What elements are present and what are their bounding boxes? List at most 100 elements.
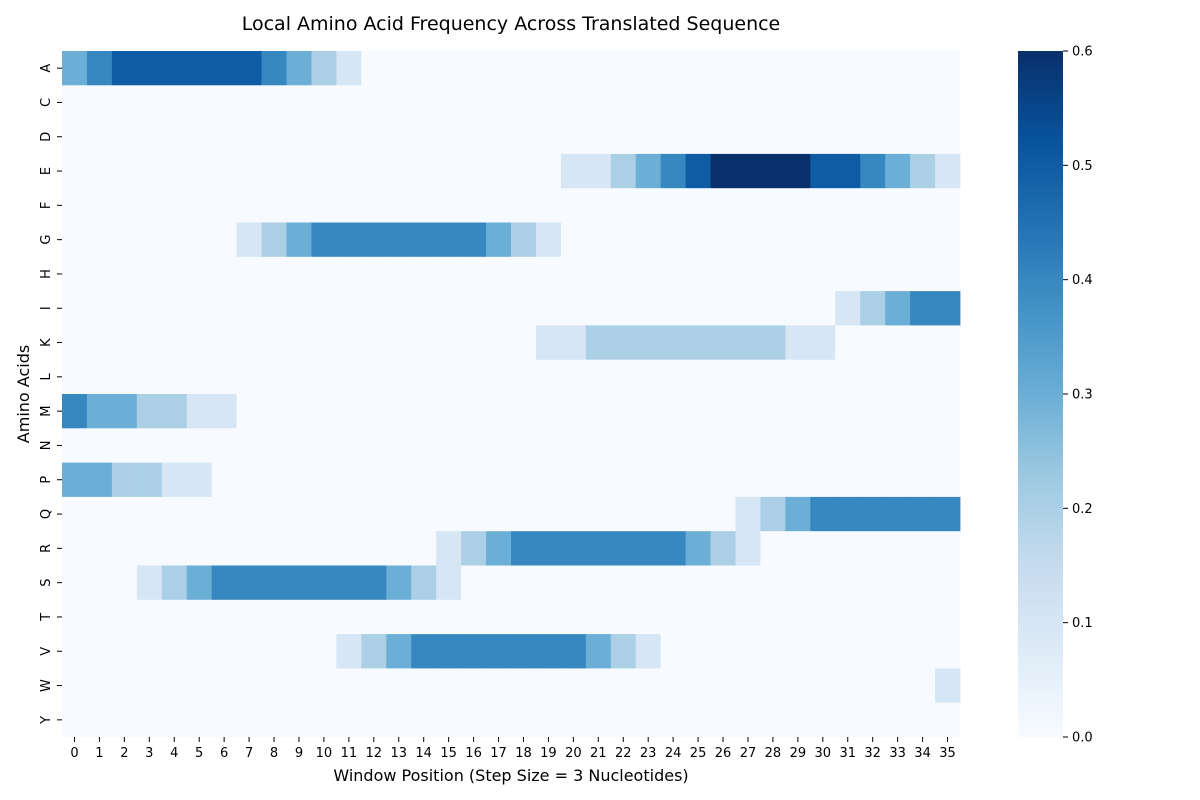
heatmap-cell-W-0 [62, 668, 88, 704]
heatmap-cell-S-12 [361, 565, 387, 601]
heatmap-cell-Q-3 [136, 496, 163, 532]
heatmap-cell-K-7 [236, 325, 262, 361]
heatmap-cell-H-13 [386, 256, 412, 292]
heatmap-cell-L-34 [910, 359, 936, 395]
heatmap-cell-N-4 [161, 428, 188, 463]
heatmap-cell-K-15 [436, 325, 462, 361]
x-tick-label: 25 [690, 746, 707, 761]
heatmap-cell-N-31 [835, 428, 861, 463]
heatmap-cell-D-25 [685, 119, 711, 155]
heatmap-cell-K-10 [311, 325, 337, 361]
heatmap-cell-K-0 [62, 325, 88, 361]
heatmap-cell-V-21 [585, 634, 612, 669]
heatmap-cell-W-14 [411, 668, 437, 704]
heatmap-cell-F-30 [810, 188, 836, 223]
heatmap-cell-R-29 [785, 531, 811, 566]
heatmap-cell-W-34 [910, 668, 936, 704]
heatmap-cell-R-16 [461, 531, 487, 566]
heatmap-cell-I-26 [710, 291, 736, 326]
heatmap-cell-S-30 [810, 565, 836, 601]
heatmap-cell-V-13 [386, 634, 412, 669]
y-tick-label: E [39, 167, 54, 175]
heatmap-cell-D-19 [535, 119, 562, 155]
y-tick-label: R [39, 544, 54, 553]
heatmap-cell-F-1 [86, 188, 113, 223]
y-tick-label: D [39, 132, 54, 142]
heatmap-cell-P-33 [885, 462, 911, 498]
heatmap-cell-V-17 [486, 634, 512, 669]
x-tick-label: 9 [295, 746, 303, 761]
heatmap-cell-E-32 [860, 153, 886, 189]
heatmap-cell-C-23 [635, 85, 662, 120]
heatmap-cell-E-24 [660, 153, 687, 189]
x-tick-label: 15 [440, 746, 457, 761]
heatmap-cell-P-10 [311, 462, 337, 498]
heatmap-cell-L-0 [62, 359, 88, 395]
heatmap-cell-N-16 [461, 428, 487, 463]
heatmap-cell-L-33 [885, 359, 911, 395]
heatmap-cell-Q-26 [710, 496, 736, 532]
heatmap-cell-Y-19 [535, 702, 562, 738]
heatmap-cell-G-33 [885, 222, 911, 258]
heatmap-cell-T-17 [486, 599, 512, 635]
heatmap-cell-Y-28 [760, 702, 786, 738]
heatmap-cell-F-16 [461, 188, 487, 223]
heatmap-cell-N-15 [436, 428, 462, 463]
heatmap-cell-W-25 [685, 668, 711, 704]
heatmap-cell-G-8 [261, 222, 287, 258]
heatmap-cell-F-20 [560, 188, 587, 223]
heatmap-cell-F-13 [386, 188, 412, 223]
heatmap-cell-H-14 [411, 256, 437, 292]
heatmap-cell-L-14 [411, 359, 437, 395]
x-tick-label: 35 [939, 746, 956, 761]
heatmap-cell-S-20 [560, 565, 587, 601]
heatmap-cell-G-15 [436, 222, 462, 258]
heatmap-cell-E-23 [635, 153, 662, 189]
heatmap-cell-T-28 [760, 599, 786, 635]
heatmap-cell-Q-2 [111, 496, 138, 532]
y-tick-label: M [39, 406, 54, 417]
heatmap-cell-S-5 [186, 565, 213, 601]
heatmap-cell-N-20 [560, 428, 587, 463]
heatmap-cell-T-8 [261, 599, 287, 635]
heatmap-cell-M-3 [136, 394, 163, 429]
heatmap-cell-S-27 [735, 565, 761, 601]
heatmap-cell-A-11 [336, 51, 362, 86]
heatmap-cell-A-32 [860, 51, 886, 86]
heatmap-cell-H-29 [785, 256, 811, 292]
heatmap-cell-E-0 [62, 153, 88, 189]
heatmap-cell-D-22 [610, 119, 637, 155]
heatmap-cell-S-8 [261, 565, 287, 601]
heatmap-cell-N-19 [535, 428, 562, 463]
heatmap-cell-Y-31 [835, 702, 861, 738]
heatmap-cell-N-7 [236, 428, 262, 463]
x-tick-label: 32 [864, 746, 881, 761]
heatmap-cell-T-9 [286, 599, 312, 635]
heatmap-cell-E-26 [710, 153, 736, 189]
heatmap-cell-E-27 [735, 153, 761, 189]
heatmap-cell-L-11 [336, 359, 362, 395]
heatmap-cell-D-28 [760, 119, 786, 155]
heatmap-cell-I-11 [336, 291, 362, 326]
heatmap-cell-G-5 [186, 222, 213, 258]
heatmap-cell-S-23 [635, 565, 662, 601]
heatmap-cell-N-1 [86, 428, 113, 463]
heatmap-cell-E-29 [785, 153, 811, 189]
heatmap-cell-G-13 [386, 222, 412, 258]
heatmap-cell-A-17 [486, 51, 512, 86]
heatmap-cell-R-28 [760, 531, 786, 566]
heatmap-cell-Q-19 [535, 496, 562, 532]
heatmap-cell-Y-13 [386, 702, 412, 738]
heatmap-cell-Q-22 [610, 496, 637, 532]
heatmap-cell-C-32 [860, 85, 886, 120]
heatmap-cell-W-33 [885, 668, 911, 704]
heatmap-cell-K-13 [386, 325, 412, 361]
x-tick-label: 17 [490, 746, 507, 761]
heatmap-cell-L-3 [136, 359, 163, 395]
heatmap-cell-D-11 [336, 119, 362, 155]
heatmap-cell-V-33 [885, 634, 911, 669]
heatmap-cell-I-13 [386, 291, 412, 326]
heatmap-cell-G-25 [685, 222, 711, 258]
heatmap-cell-T-31 [835, 599, 861, 635]
